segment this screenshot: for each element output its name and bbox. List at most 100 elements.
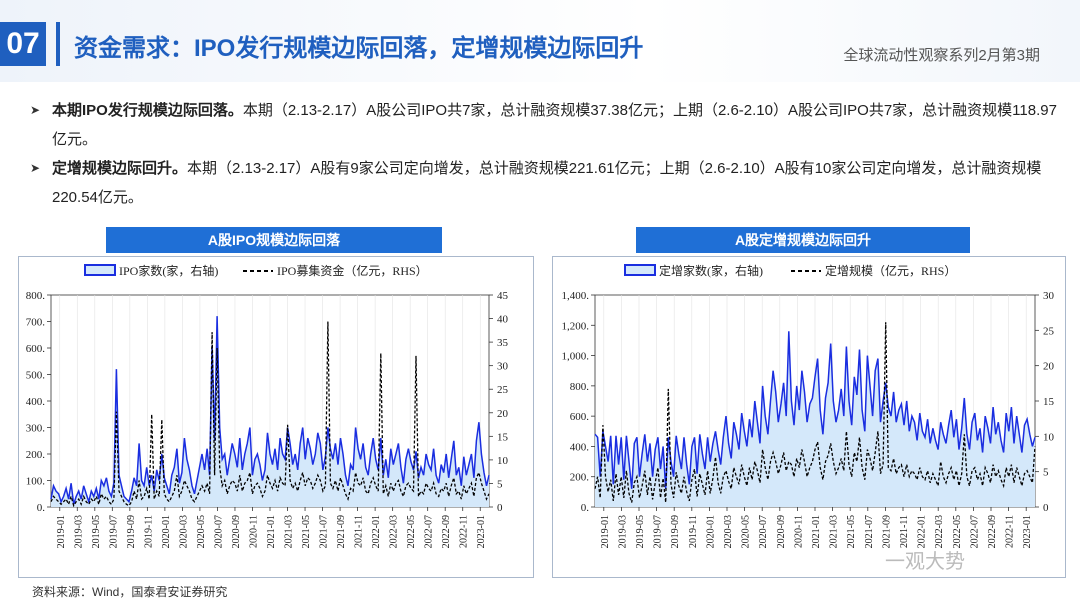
title-accent-bar (56, 22, 60, 66)
x-tick-label: 2021-07 (319, 515, 330, 548)
x-tick-label: 2021-05 (301, 515, 312, 548)
right-tick-label: 35 (497, 337, 509, 349)
chart-ipo-panel: 0. 100. 200. 300. 400. 500. 600. 700. 800. 0 5 10 15… (18, 256, 534, 578)
left-tick-label: 100. (26, 476, 46, 488)
right-tick-label: 0 (497, 502, 503, 514)
x-tick-label: 2019-05 (635, 515, 646, 548)
x-tick-label: 2023-01 (1022, 515, 1033, 548)
header-band (0, 0, 1080, 82)
x-tick-label: 2021-01 (266, 515, 277, 548)
right-tick-label: 45 (497, 290, 509, 302)
x-tick-label: 2021-01 (811, 515, 822, 548)
x-tick-label: 2023-01 (476, 515, 487, 548)
x-tick-label: 2021-07 (864, 515, 875, 548)
x-tick-label: 2020-01 (161, 515, 172, 548)
page-title: 资金需求：IPO发行规模边际回落，定增规模边际回升 (74, 35, 644, 62)
x-tick-label: 2022-09 (441, 515, 452, 548)
x-tick-label: 2021-09 (881, 515, 892, 548)
left-tick-label: 0. (581, 502, 590, 514)
x-tick-label: 2019-05 (91, 515, 102, 548)
left-tick-label: 500. (26, 370, 46, 382)
x-tick-label: 2020-05 (741, 515, 752, 548)
x-tick-label: 2022-01 (917, 515, 928, 548)
legend-swatch-area (84, 264, 116, 276)
x-tick-label: 2022-07 (424, 515, 435, 548)
x-tick-label: 2022-03 (389, 515, 400, 548)
series-area-fill (595, 331, 1035, 507)
x-tick-label: 2020-07 (213, 515, 224, 548)
arrow-icon: ➤ (30, 161, 41, 175)
legend-swatch-area (624, 264, 656, 276)
series-line-1 (594, 331, 1036, 489)
bullet-ipo-text: 本期（2.13-2.17）A股公司IPO共7家，总计融资规模37.38亿元；上期… (52, 102, 1057, 148)
x-tick-label: 2020-11 (793, 515, 804, 548)
right-tick-label: 30 (1043, 290, 1055, 302)
bullet-ipo: ➤ 本期IPO发行规模边际回落。本期（2.13-2.17）A股公司IPO共7家，… (30, 96, 1060, 154)
series-name: 全球流动性观察系列2月第3期 (843, 47, 1040, 64)
x-tick-label: 2020-09 (231, 515, 242, 548)
x-tick-label: 2022-03 (934, 515, 945, 548)
left-tick-label: 200. (26, 449, 46, 461)
x-tick-label: 2022-05 (406, 515, 417, 548)
data-source: 资料来源：Wind，国泰君安证券研究 (32, 585, 228, 599)
right-tick-label: 40 (497, 314, 509, 326)
x-tick-label: 2019-03 (617, 515, 628, 548)
arrow-icon: ➤ (30, 103, 41, 117)
legend-label-2: IPO募集资金（亿元，RHS） (277, 263, 428, 278)
x-tick-label: 2020-05 (196, 515, 207, 548)
chart-placement-title: A股定增规模边际回升 (636, 227, 970, 253)
left-tick-label: 800. (26, 290, 46, 302)
bullet-placement-text: 本期（2.13-2.17）A股有9家公司定向增发，总计融资规模221.61亿元；… (52, 160, 1042, 206)
x-tick-label: 2019-11 (143, 515, 154, 548)
left-tick-label: 1,200. (562, 320, 590, 332)
x-tick-label: 2022-05 (952, 515, 963, 548)
left-tick-label: 1,400. (562, 290, 590, 302)
legend-label-1: 定增家数(家，右轴) (659, 263, 763, 278)
x-tick-label: 2019-07 (108, 515, 119, 548)
x-tick-label: 2020-03 (723, 515, 734, 548)
x-tick-label: 2021-03 (829, 515, 840, 548)
x-tick-label: 2022-09 (987, 515, 998, 548)
right-tick-label: 15 (497, 431, 509, 443)
right-tick-label: 0 (1043, 502, 1049, 514)
x-tick-label: 2021-03 (284, 515, 295, 548)
right-tick-label: 5 (1043, 467, 1049, 479)
x-tick-label: 2019-03 (73, 515, 84, 548)
left-tick-label: 400. (570, 441, 590, 453)
right-tick-label: 25 (497, 384, 509, 396)
x-tick-label: 2021-09 (336, 515, 347, 548)
x-tick-label: 2019-11 (688, 515, 699, 548)
chart-placement-svg: 0. 200. 400. 600. 800. 1,000. 1,200. 1,400. 0 5 10… (562, 263, 1055, 548)
x-tick-label: 2019-01 (600, 515, 611, 548)
bullet-list: ➤ 本期IPO发行规模边际回落。本期（2.13-2.17）A股公司IPO共7家，… (30, 96, 1060, 212)
left-tick-label: 400. (26, 396, 46, 408)
x-tick-label: 2021-05 (846, 515, 857, 548)
x-tick-label: 2022-07 (969, 515, 980, 548)
right-tick-label: 20 (497, 408, 509, 420)
x-tick-label: 2022-11 (459, 515, 470, 548)
chart-ipo-svg: 0. 100. 200. 300. 400. 500. 600. 700. 800. 0 5 10 15… (26, 263, 509, 548)
x-tick-label: 2019-09 (670, 515, 681, 548)
left-tick-label: 600. (26, 343, 46, 355)
left-tick-label: 600. (570, 411, 590, 423)
right-tick-label: 25 (1043, 325, 1055, 337)
x-tick-label: 2019-01 (56, 515, 67, 548)
right-tick-label: 20 (1043, 361, 1055, 373)
left-tick-label: 700. (26, 317, 46, 329)
right-tick-label: 15 (1043, 396, 1055, 408)
legend-label-1: IPO家数(家，右轴) (119, 263, 218, 278)
right-tick-label: 5 (497, 478, 503, 490)
watermark: 一观大势 (885, 551, 965, 573)
x-tick-label: 2020-07 (758, 515, 769, 548)
chart-placement-panel: 0. 200. 400. 600. 800. 1,000. 1,200. 1,400. 0 5 10… (552, 256, 1066, 578)
x-tick-label: 2022-01 (371, 515, 382, 548)
x-tick-label: 2022-11 (1005, 515, 1016, 548)
right-tick-label: 10 (497, 455, 509, 467)
left-tick-label: 1,000. (562, 351, 590, 363)
series-line-2 (50, 321, 490, 508)
bullet-ipo-heading: 本期IPO发行规模边际回落。 (52, 102, 243, 119)
right-tick-label: 30 (497, 361, 509, 373)
x-tick-label: 2019-07 (653, 515, 664, 548)
x-tick-label: 2020-09 (776, 515, 787, 548)
bullet-placement: ➤ 定增规模边际回升。本期（2.13-2.17）A股有9家公司定向增发，总计融资… (30, 154, 1060, 212)
